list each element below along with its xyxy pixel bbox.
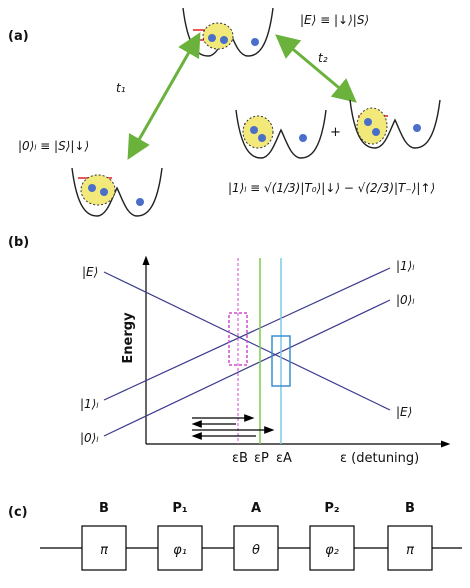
state-0-text: |0⟩ₗ ≡ |S⟩|↓⟩ (18, 139, 89, 153)
y-axis-label: Energy (121, 312, 136, 364)
gate-symbol: θ (252, 543, 260, 558)
level-1 (103, 267, 391, 401)
eps-label: εB (232, 451, 248, 466)
t1-arrow (127, 32, 201, 160)
panel-label: (a) (8, 29, 29, 44)
gate-symbol: π (100, 543, 108, 558)
eps-label: εA (276, 451, 292, 466)
state-e-text: |E⟩ ≡ |↓⟩|S⟩ (300, 13, 369, 27)
gate-box (233, 525, 279, 571)
level-label: |E⟩ (82, 265, 98, 279)
level-label: |E⟩ (396, 405, 412, 419)
anticrossing-box (271, 335, 291, 387)
t1-label: t₁ (116, 81, 126, 95)
gate-box (309, 525, 355, 571)
level-label: |1⟩ₗ (80, 397, 98, 411)
pulse-arrows (191, 414, 275, 440)
t2-arrow (275, 34, 357, 103)
gate-name: P₁ (172, 501, 187, 516)
gate-symbol: φ₁ (173, 543, 187, 558)
t2-label: t₂ (318, 51, 328, 65)
panel-label: (b) (8, 235, 29, 250)
gate-name: A (251, 501, 261, 516)
panel-label: (c) (8, 505, 28, 520)
double-well-top (182, 7, 274, 57)
double-well-right-2 (349, 99, 441, 149)
gate-box (81, 525, 127, 571)
gate-symbol: φ₂ (325, 543, 339, 558)
double-well-right-1 (235, 109, 327, 159)
eps-label: εP (254, 451, 269, 466)
level-0 (103, 299, 391, 437)
gate-name: P₂ (324, 501, 339, 516)
gate-name: B (99, 501, 109, 516)
gate-box (387, 525, 433, 571)
plus-sign: + (330, 125, 341, 140)
double-well-left (71, 167, 163, 217)
level-label: |0⟩ₗ (80, 431, 98, 445)
level-label: |0⟩ₗ (396, 293, 414, 307)
x-axis-label: ε (detuning) (340, 451, 419, 466)
state-1-text: |1⟩ₗ ≡ √(1/3)|T₀⟩|↓⟩ − √(2/3)|T₋⟩|↑⟩ (228, 181, 435, 195)
level-label: |1⟩ₗ (396, 259, 414, 273)
gate-box (157, 525, 203, 571)
gate-name: B (405, 501, 415, 516)
gate-symbol: π (406, 543, 414, 558)
gate-sequence: Bπ P₁ φ₁ Aθ P₂ φ₂ Bπ (81, 501, 433, 571)
